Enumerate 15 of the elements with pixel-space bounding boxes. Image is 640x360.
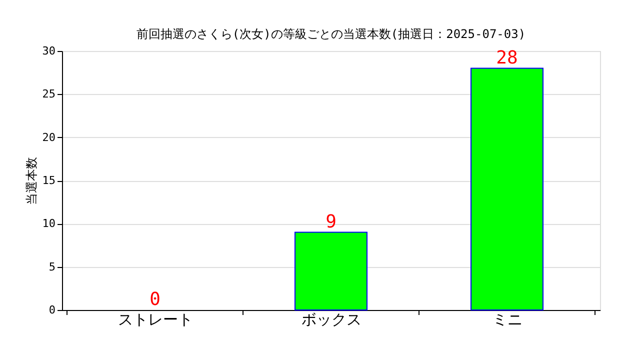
x-tick-label: ストレート (118, 310, 193, 328)
chart-title: 前回抽選のさくら(次女)の等級ごとの当選本数(抽選日：2025-07-03) (136, 27, 526, 41)
x-tick-label: ミニ (492, 310, 522, 328)
y-tick-label: 0 (48, 304, 56, 316)
data-label: 9 (326, 211, 336, 232)
x-tick-label: ボックス (302, 310, 362, 328)
y-tick-label: 25 (42, 88, 56, 101)
y-tick-label: 15 (42, 174, 56, 187)
y-axis-title: 当選本数 (24, 157, 38, 205)
y-tick-label: 30 (42, 44, 56, 58)
y-tick-label: 20 (42, 130, 56, 144)
data-label: 28 (496, 47, 518, 68)
y-tick-label: 5 (48, 260, 56, 274)
y-tick-label: 10 (42, 217, 56, 230)
data-label: 0 (150, 289, 160, 310)
